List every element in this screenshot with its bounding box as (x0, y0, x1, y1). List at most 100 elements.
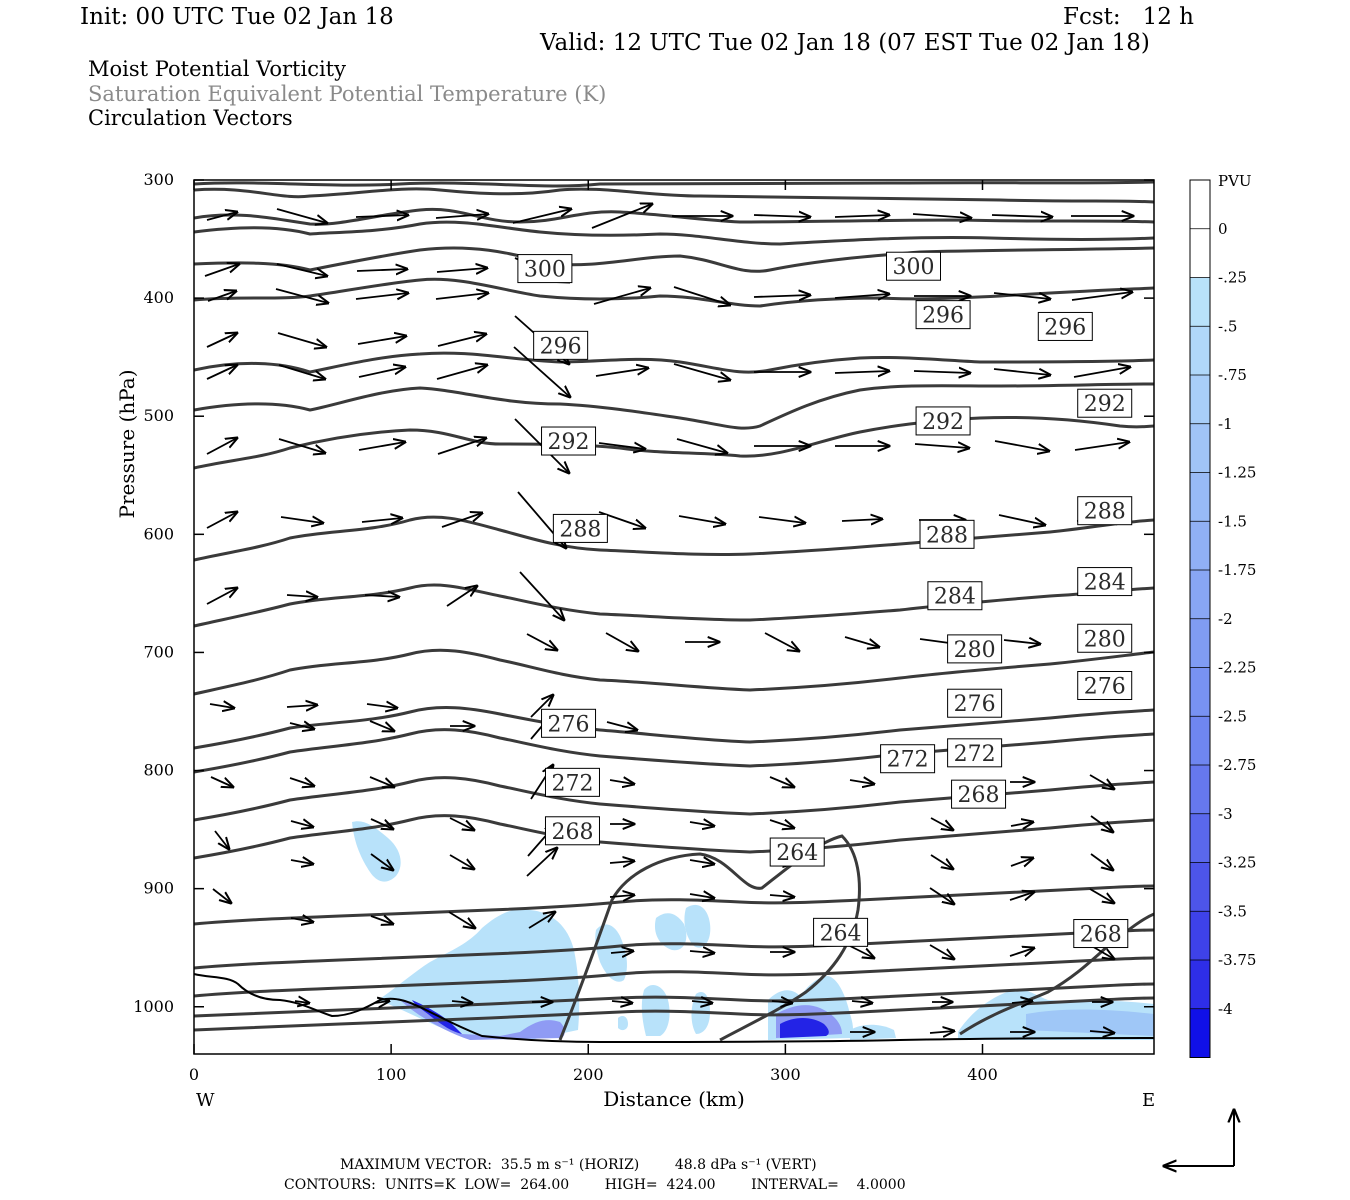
vector-arrow (286, 595, 317, 597)
vector-arrow (673, 286, 730, 305)
vector-arrow (361, 518, 402, 522)
vector-arrow (278, 438, 325, 453)
contour-line (194, 776, 1154, 822)
vector-arrow (364, 595, 399, 597)
vector-arrow (446, 586, 477, 607)
vector-arrow (210, 776, 233, 787)
colorbar-swatch (1190, 180, 1210, 229)
vector-arrow (1010, 858, 1033, 866)
vector-arrow (289, 723, 314, 729)
colorbar-swatch (1190, 472, 1210, 522)
valid-time: Valid: 12 UTC Tue 02 Jan 18 (07 EST Tue … (540, 30, 1150, 56)
vector-arrow (689, 822, 714, 826)
contour-label-box (919, 519, 975, 549)
vector-arrow (276, 263, 327, 276)
y-tick-label: 900 (143, 879, 174, 898)
vector-arrow (929, 887, 954, 904)
vector-arrow (769, 776, 794, 787)
colorbar-label: -3.25 (1218, 854, 1256, 872)
vector-arrow (849, 780, 874, 784)
vector-arrow (1073, 367, 1130, 378)
vector-arrow (209, 704, 234, 708)
x-tick-label: 200 (573, 1065, 604, 1084)
vector-arrow (448, 911, 475, 928)
vector-arrow (275, 288, 328, 303)
contour-line (194, 187, 1154, 204)
x-tick-label: 100 (376, 1065, 407, 1084)
vector-arrow (771, 1001, 792, 1003)
vector-arrow (212, 888, 231, 903)
vector-arrow (609, 861, 634, 863)
contour-line (194, 180, 1154, 188)
field-title-vectors: Circulation Vectors (88, 106, 293, 130)
colorbar-label: -1.25 (1218, 464, 1256, 482)
contour-label-box (947, 738, 1003, 768)
contour-label: 276 (954, 692, 996, 717)
colorbar-swatch (1190, 277, 1210, 327)
contour-label: 272 (887, 748, 929, 773)
init-time: Init: 00 UTC Tue 02 Jan 18 (80, 4, 394, 30)
x-tick-label: 400 (967, 1065, 998, 1084)
vector-arrow (207, 291, 236, 302)
vector-arrow (769, 895, 794, 897)
negative-mpv-area (654, 913, 687, 951)
vector-arrow (358, 367, 405, 378)
negative-mpv-area (780, 1018, 829, 1038)
contour-line (959, 912, 1154, 1036)
theta-es-contours (194, 180, 1154, 1042)
vector-arrow (356, 269, 407, 271)
vector-arrow (355, 215, 408, 217)
colorbar-label: -2.5 (1218, 707, 1247, 725)
vector-arrow (370, 853, 393, 870)
vector-arrow (1089, 888, 1114, 903)
vector-arrow (369, 720, 394, 731)
max-vector-note: MAXIMUM VECTOR: 35.5 m s⁻¹ (HORIZ) 48.8 … (340, 1157, 817, 1173)
vector-arrow (753, 215, 810, 217)
field-title-thetaes: Saturation Equivalent Potential Temperat… (88, 82, 607, 106)
colorbar-swatch (1190, 960, 1210, 1009)
vector-arrow (214, 830, 229, 849)
vector-arrow (678, 515, 725, 524)
colorbar-swatch (1190, 228, 1210, 278)
vector-arrow (593, 288, 650, 305)
vector-arrow (998, 514, 1045, 525)
contour-label-box (886, 251, 942, 281)
contour-label: 296 (540, 334, 582, 359)
colorbar-swatch (1190, 765, 1210, 814)
contour-label: 292 (1084, 392, 1126, 417)
west-label: W (196, 1090, 215, 1111)
vector-arrow (206, 365, 237, 380)
vector-arrow (1090, 853, 1113, 870)
vector-arrow (435, 293, 488, 299)
y-tick-label: 800 (143, 761, 174, 780)
contour-line (194, 928, 1154, 970)
y-tick-label: 400 (143, 288, 174, 307)
contour-label-box (1077, 671, 1133, 701)
vector-arrow (993, 293, 1050, 299)
colorbar-label: -3.75 (1218, 951, 1256, 969)
east-label: E (1142, 1090, 1155, 1111)
contour-label: 292 (922, 410, 964, 435)
vector-arrow (277, 332, 326, 347)
terrain-surface (193, 973, 1155, 1044)
colorbar-swatch (1190, 716, 1210, 765)
x-tick-label: 0 (189, 1065, 199, 1084)
vector-arrow (1010, 822, 1033, 826)
vector-arrow (598, 443, 645, 449)
vector-arrow (357, 336, 406, 345)
contour-line (194, 515, 1154, 562)
contour-label: 264 (820, 921, 862, 946)
contour-label: 288 (1084, 500, 1126, 525)
contour-label-box (915, 406, 971, 436)
vector-arrow (1009, 892, 1034, 900)
vector-arrow (758, 517, 805, 523)
vector-arrow (1003, 640, 1040, 644)
vector-arrow (1071, 292, 1132, 301)
vector-arrow (769, 820, 794, 828)
contour-label: 300 (524, 258, 566, 283)
contour-label: 276 (548, 712, 590, 737)
contour-line (194, 382, 1154, 430)
vector-arrow (591, 204, 652, 229)
y-tick-label: 500 (143, 406, 174, 425)
vector-arrow (290, 860, 313, 864)
